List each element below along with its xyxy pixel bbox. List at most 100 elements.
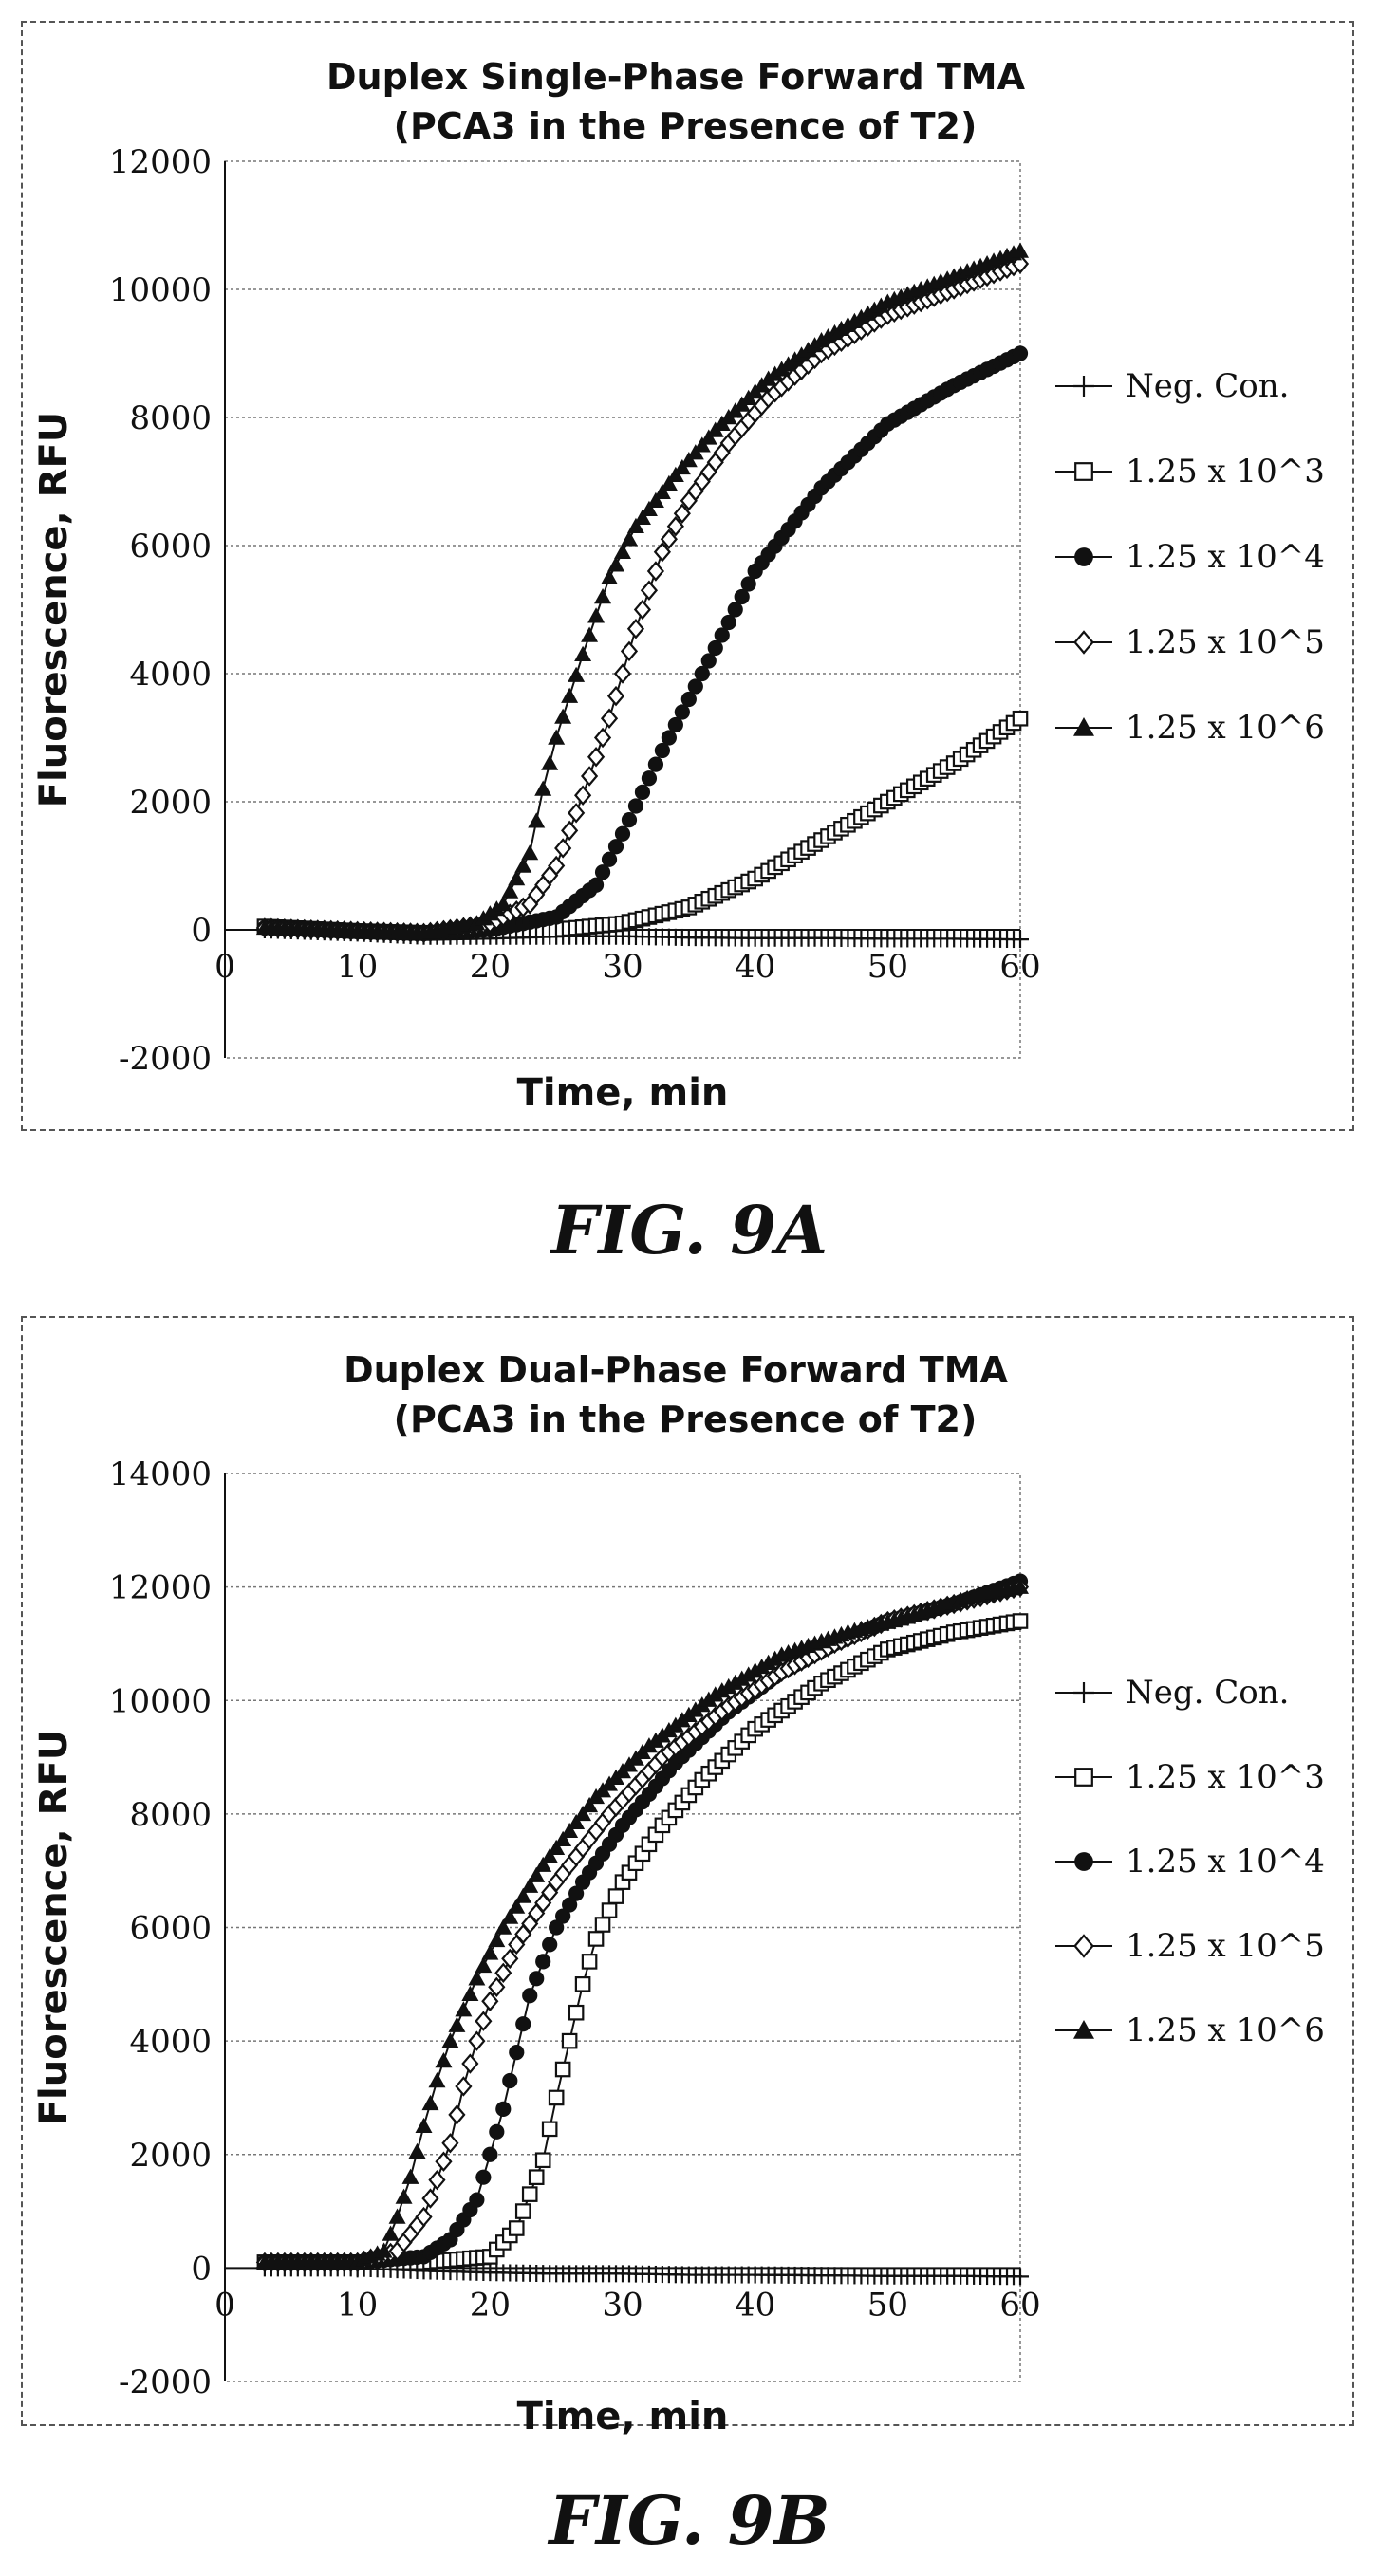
marker-triangle <box>388 2208 406 2224</box>
series-line <box>264 1620 1021 2264</box>
marker-circle <box>694 665 710 682</box>
legend-item-1: 1.25 x 10^3 <box>1055 453 1325 491</box>
legend-item-0: Neg. Con. <box>1055 1674 1289 1712</box>
marker-triangle <box>468 1970 486 1986</box>
series-3 <box>255 1576 1030 2273</box>
marker-circle <box>634 784 651 800</box>
marker-triangle <box>713 1682 731 1698</box>
y-tick-label: 6000 <box>129 1910 212 1948</box>
marker-circle <box>594 864 611 880</box>
series-line <box>264 1585 1021 2264</box>
marker-circle <box>661 730 677 746</box>
series-line <box>264 1585 1021 2264</box>
marker-triangle <box>733 1670 751 1686</box>
legend-item-3: 1.25 x 10^5 <box>1055 1927 1325 1965</box>
marker-square <box>1074 462 1093 481</box>
marker-triangle <box>587 607 606 623</box>
legend-label: 1.25 x 10^5 <box>1126 623 1325 661</box>
marker-diamond <box>593 727 612 749</box>
marker-diamond <box>613 663 632 684</box>
y-tick-label: 4000 <box>129 2023 212 2061</box>
marker-square <box>1074 1768 1093 1787</box>
x-tick-label: 60 <box>999 2286 1040 2324</box>
marker-circle <box>654 742 671 759</box>
marker-diamond <box>475 2011 493 2031</box>
legend-item-2: 1.25 x 10^4 <box>1055 538 1325 576</box>
marker-circle <box>720 614 736 631</box>
legend-item-2: 1.25 x 10^4 <box>1055 1843 1325 1881</box>
marker-triangle <box>528 1866 546 1882</box>
marker-triangle <box>455 2001 473 2017</box>
marker-circle <box>674 704 690 720</box>
marker-square <box>554 2061 571 2078</box>
marker-triangle <box>1012 242 1029 258</box>
series-line <box>264 263 1021 935</box>
legend-label: 1.25 x 10^5 <box>1126 1927 1325 1965</box>
marker-triangle <box>561 687 579 703</box>
y-tick-label: 14000 <box>109 1455 212 1493</box>
marker-triangle <box>620 530 638 547</box>
marker-triangle <box>541 754 559 770</box>
marker-triangle <box>475 1956 493 1974</box>
marker-diamond <box>461 2053 479 2074</box>
marker-triangle <box>521 844 539 861</box>
y-axis-title: Fluorescence, RFU <box>32 1730 76 2126</box>
legend-label: Neg. Con. <box>1126 1674 1289 1712</box>
marker-triangle <box>461 1985 479 2001</box>
marker-triangle <box>581 626 599 642</box>
x-tick-label: 40 <box>735 2286 775 2324</box>
marker-triangle <box>448 2016 466 2032</box>
marker-triangle <box>481 1944 499 1960</box>
marker-diamond <box>626 619 645 639</box>
y-axis-title: Fluorescence, RFU <box>32 412 76 808</box>
y-tick-label: 4000 <box>129 656 212 694</box>
marker-square <box>587 1931 605 1947</box>
marker-circle <box>734 588 750 605</box>
marker-circle <box>687 678 703 695</box>
marker-triangle <box>441 2032 459 2048</box>
marker-circle <box>482 2146 498 2162</box>
marker-diamond <box>501 1948 519 1970</box>
legend-label: 1.25 x 10^3 <box>1126 453 1325 491</box>
series-line <box>264 1580 1021 2264</box>
marker-diamond <box>606 685 625 707</box>
marker-square <box>594 1917 611 1933</box>
marker-triangle <box>408 2142 426 2159</box>
marker-diamond <box>494 1962 512 1984</box>
marker-square <box>514 2203 531 2219</box>
marker-square <box>548 2089 565 2106</box>
marker-triangle <box>415 2117 433 2134</box>
marker-diamond <box>561 820 579 842</box>
marker-diamond <box>673 503 691 524</box>
marker-diamond <box>640 580 659 601</box>
marker-diamond <box>646 561 665 582</box>
marker-circle <box>562 1897 578 1913</box>
legend-label: 1.25 x 10^4 <box>1126 1843 1325 1881</box>
marker-diamond <box>620 640 639 662</box>
marker-triangle <box>640 500 658 516</box>
y-tick-label: 10000 <box>109 1682 212 1720</box>
marker-triangle <box>574 645 592 661</box>
marker-diamond <box>1073 1934 1094 1958</box>
marker-circle <box>469 2192 485 2208</box>
y-tick-label: -2000 <box>119 1040 212 1078</box>
series-4 <box>255 242 1029 940</box>
marker-triangle <box>626 517 644 533</box>
y-tick-label: -2000 <box>119 2363 212 2401</box>
marker-triangle <box>494 896 512 912</box>
y-tick-label: 10000 <box>109 271 212 309</box>
x-axis-title: Time, min <box>517 1071 729 1115</box>
marker-circle <box>515 2016 531 2032</box>
marker-triangle <box>739 1666 757 1682</box>
marker-diamond <box>568 803 586 824</box>
x-tick-label: 20 <box>470 948 511 986</box>
marker-diamond <box>548 855 566 877</box>
series-1 <box>256 710 1029 941</box>
marker-triangle <box>1012 1578 1029 1594</box>
marker-diamond <box>481 1991 499 2011</box>
marker-triangle <box>554 1830 572 1846</box>
marker-circle <box>568 1885 585 1901</box>
marker-triangle <box>528 812 546 828</box>
plot-area-border <box>224 1473 1021 2382</box>
marker-triangle <box>514 857 532 873</box>
